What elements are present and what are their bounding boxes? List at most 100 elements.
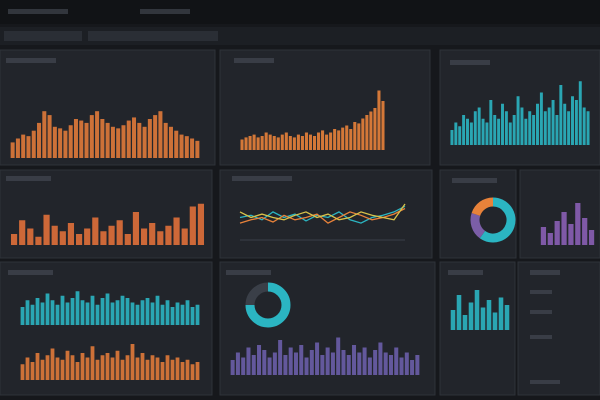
text-placeholder: [8, 9, 68, 14]
donut-slice: [245, 282, 291, 328]
bar: [473, 111, 477, 145]
bar: [137, 122, 142, 158]
bar: [80, 353, 85, 380]
text-placeholder: [8, 270, 53, 275]
bar: [268, 134, 272, 150]
bar: [251, 355, 256, 375]
bar: [244, 137, 248, 150]
bar: [50, 300, 55, 325]
donut-slice: [470, 213, 486, 239]
bar: [170, 307, 175, 325]
bar: [174, 130, 179, 158]
bar: [132, 117, 137, 158]
bar: [65, 302, 70, 325]
bar: [315, 342, 320, 375]
bar: [345, 125, 349, 150]
bar: [163, 122, 168, 158]
bar: [333, 129, 337, 150]
bar: [257, 345, 262, 375]
bar: [84, 228, 91, 245]
bar: [50, 348, 55, 380]
bar: [383, 352, 388, 375]
bar: [547, 233, 553, 245]
bar: [377, 90, 381, 150]
bar: [492, 312, 498, 330]
bar: [95, 359, 100, 380]
bar: [336, 337, 341, 375]
bar: [512, 115, 516, 145]
bar: [346, 355, 351, 375]
bar: [304, 357, 309, 375]
bar: [468, 302, 474, 330]
bar: [121, 125, 126, 158]
bar: [165, 355, 170, 380]
bar: [330, 352, 335, 375]
bar: [180, 304, 185, 325]
bar: [241, 357, 246, 375]
bar: [489, 100, 493, 145]
bar: [75, 291, 80, 325]
bar: [40, 359, 45, 380]
bar: [63, 130, 68, 158]
bar: [362, 347, 367, 375]
bar: [539, 92, 543, 145]
bar: [45, 355, 50, 380]
bar: [504, 111, 508, 145]
bar: [189, 206, 196, 245]
bar: [95, 111, 100, 158]
bar: [155, 295, 160, 325]
bar: [58, 128, 63, 158]
bar: [116, 128, 121, 158]
bar: [293, 352, 298, 375]
bar: [367, 357, 372, 375]
bar: [320, 355, 325, 375]
bar: [321, 130, 325, 150]
bar: [352, 345, 357, 375]
bar: [70, 298, 75, 325]
bar: [195, 304, 200, 325]
bar: [115, 350, 120, 380]
donut-slice: [479, 197, 516, 243]
bar: [353, 122, 357, 150]
bar: [272, 352, 277, 375]
search-box[interactable]: [4, 31, 82, 41]
bar: [175, 302, 180, 325]
bar: [100, 119, 105, 158]
bar: [365, 115, 369, 150]
bar: [524, 118, 528, 145]
bar: [37, 122, 42, 158]
text-placeholder: [6, 58, 56, 63]
bar: [296, 134, 300, 150]
bar: [165, 300, 170, 325]
text-placeholder: [232, 176, 292, 181]
line: [239, 203, 406, 221]
donut-slice: [471, 197, 494, 217]
bar: [394, 347, 399, 375]
bar: [404, 352, 409, 375]
bar: [20, 307, 25, 325]
bar: [540, 227, 547, 245]
bar: [185, 300, 190, 325]
bar: [59, 231, 66, 245]
bar: [45, 293, 50, 325]
bar: [508, 122, 512, 145]
bar: [10, 142, 15, 158]
bar: [135, 304, 140, 325]
bar: [469, 122, 473, 145]
bar: [559, 85, 563, 145]
text-placeholder: [530, 335, 552, 339]
filter-box[interactable]: [88, 31, 218, 41]
bar: [415, 355, 420, 375]
bar: [150, 355, 155, 380]
bar: [357, 352, 362, 375]
bar: [361, 118, 365, 150]
bar: [85, 357, 90, 380]
bar: [299, 345, 304, 375]
bar: [458, 126, 462, 145]
bar: [262, 350, 267, 375]
bar: [31, 130, 36, 158]
bar: [280, 134, 284, 150]
bar: [466, 118, 469, 145]
bar: [168, 126, 173, 158]
text-placeholder: [530, 310, 552, 314]
